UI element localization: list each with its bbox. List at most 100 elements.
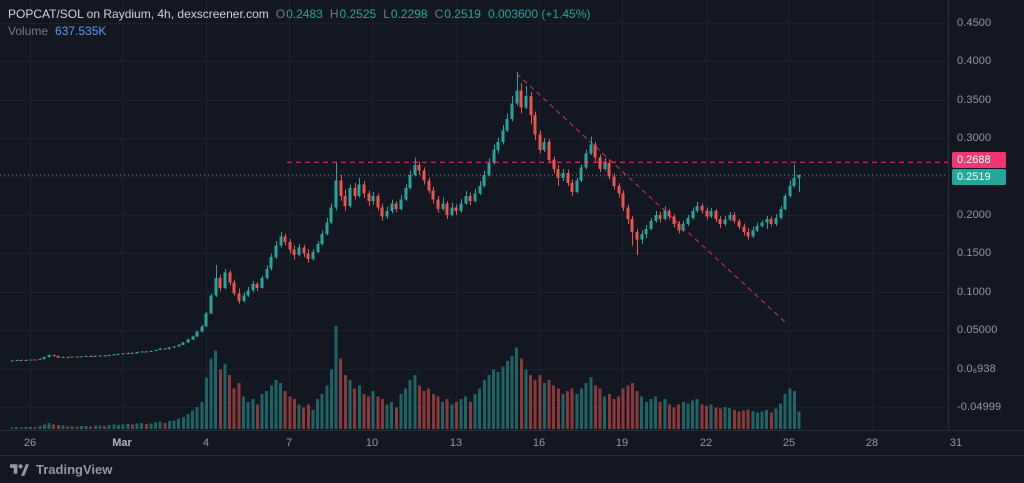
candle-body [84,356,88,358]
price-scale[interactable]: 0.4500 0.4000 0.3500 0.3000 0.2000 0.1500 0.10… [948,0,1024,430]
time-scale[interactable]: 26 Mar 4 7 10 13 16 19 22 25 28 31 [0,430,1024,456]
candle-body [237,293,241,301]
candle-body [742,226,746,232]
alert-price-badge: 0.2688 [952,152,1006,169]
volume-bar [533,380,537,429]
volume-bar [52,424,56,429]
grid-layer [0,0,948,430]
candle-body [302,247,306,254]
volume-bar [149,423,153,429]
volume-bar [450,404,454,429]
candle-body [700,205,704,211]
volume-bar [357,385,361,429]
volume-bar [24,427,28,429]
volume-bar [265,391,269,429]
candle-body [93,355,97,357]
high-value: 0.2525 [339,7,377,21]
volume-bar [154,422,157,429]
candle-body [617,185,621,194]
candle-body [191,336,195,340]
candle-body [542,142,546,150]
volume-bar [607,393,611,429]
candle-body [765,218,769,223]
price-axis-label: 0.4000 [957,55,992,68]
volume-bar [593,385,597,429]
candle-body [144,351,148,353]
candle-body [575,180,579,192]
candle-body [24,360,28,361]
symbol-title[interactable]: POPCAT/SOL on Raydium, 4h, dexscreener.c… [8,7,269,21]
volume-bar [288,396,292,429]
current-price-badge: 0.2519 [952,169,1006,186]
candle-body [566,172,570,183]
ohlc-high: H 0.2525 [330,7,376,21]
candle-body [533,115,537,135]
volume-bar [436,396,440,429]
volume-bar [529,374,533,429]
volume-bar [66,426,70,429]
candle-body [579,167,583,181]
volume-bar [195,406,199,429]
candle-body [417,165,421,171]
candle-body [552,159,556,169]
volume-bar [107,425,111,429]
volume-bar [663,399,667,429]
volume-bar [413,374,417,429]
candle-body [15,360,19,362]
price-axis-label: 0.2000 [957,209,992,221]
candle-body [130,352,134,354]
volume-bar [408,380,412,429]
volume-bar [394,407,398,429]
candle-body [612,176,616,186]
volume-bar [362,393,366,429]
volume-bar [33,427,37,429]
ohlc-open: O 0.2483 [276,7,323,21]
high-label: H [329,7,339,21]
volume-bar [292,399,296,429]
candle-body [320,234,324,245]
volume-bar [112,424,116,429]
volume-bar [714,407,718,429]
time-axis-label: 25 [782,437,796,449]
candle-body [186,339,190,343]
candle-body [427,180,431,191]
candle-body [515,90,519,104]
volume-bar [478,388,482,429]
time-axis-label: 10 [365,437,379,449]
volume-bar [700,404,704,429]
tradingview-link[interactable]: TradingView [10,462,112,477]
candle-body [529,96,533,116]
candle-body [195,331,199,337]
volume-bar [172,420,176,429]
volume-bar [209,358,213,429]
volume-bar [644,401,648,429]
volume-bar [566,391,570,429]
ohlc-close: C 0.2519 [435,7,481,21]
volume-bar [459,399,463,429]
candle-body [686,218,690,225]
candle-body [399,199,403,209]
candle-body [149,350,153,352]
volume-bar [492,369,495,429]
volume-bar [482,380,486,429]
volume-bar [237,382,241,429]
price-chart-canvas[interactable] [0,0,948,430]
descending-trendline[interactable] [516,73,786,323]
volume-bar [367,396,370,429]
volume-bar [269,385,273,429]
candle-body [649,221,653,229]
candle-body [390,203,394,212]
volume-bar [603,396,607,429]
candle-body [510,103,514,120]
candle-body [626,207,630,219]
volume-bar [769,412,773,429]
candle-body [478,185,482,194]
volume-bar [302,407,306,429]
volume-bar [274,380,278,429]
candle-body [570,182,574,192]
candle-body [501,130,505,142]
volume-layer [10,326,801,430]
volume-bar [649,399,653,429]
candle-body [367,193,371,202]
candle-body [223,272,227,288]
